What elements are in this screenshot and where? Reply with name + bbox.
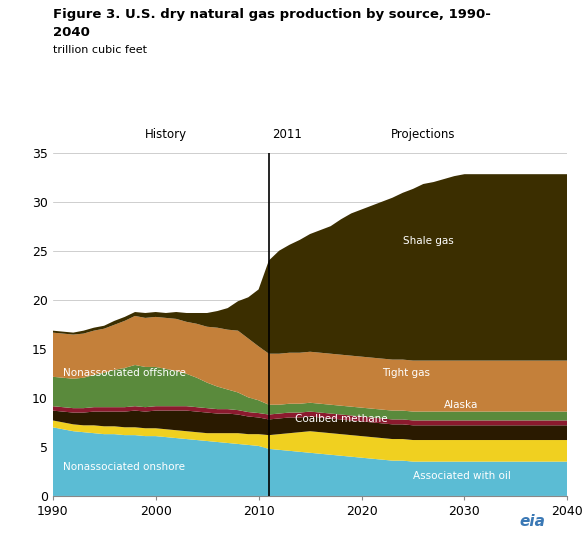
Text: Figure 3. U.S. dry natural gas production by source, 1990-: Figure 3. U.S. dry natural gas productio… (53, 8, 491, 21)
Text: Nonassociated onshore: Nonassociated onshore (63, 462, 185, 471)
Text: Associated with oil: Associated with oil (413, 471, 511, 481)
Text: Shale gas: Shale gas (402, 236, 453, 246)
Text: History: History (145, 128, 187, 141)
Text: 2040: 2040 (53, 26, 90, 39)
Text: eia: eia (519, 513, 545, 529)
Text: Alaska: Alaska (444, 399, 479, 410)
Text: Projections: Projections (391, 128, 456, 141)
Text: Nonassociated offshore: Nonassociated offshore (63, 368, 186, 378)
Text: trillion cubic feet: trillion cubic feet (53, 45, 147, 55)
Text: Tight gas: Tight gas (382, 368, 430, 378)
Text: 2011: 2011 (272, 128, 302, 141)
Text: Coalbed methane: Coalbed methane (295, 414, 387, 425)
